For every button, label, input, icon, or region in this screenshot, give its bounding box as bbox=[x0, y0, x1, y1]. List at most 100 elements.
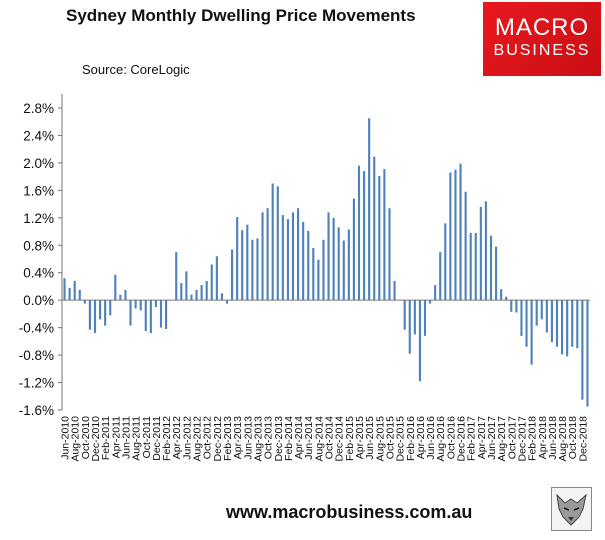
bar bbox=[119, 294, 122, 301]
bar bbox=[261, 212, 264, 301]
bar bbox=[266, 208, 269, 301]
bar bbox=[495, 246, 498, 301]
bar bbox=[134, 300, 137, 309]
bar bbox=[363, 171, 366, 301]
y-tick-label: -1.6% bbox=[19, 403, 54, 418]
bar bbox=[322, 239, 325, 301]
macrobusiness-logo: MACRO BUSINESS bbox=[483, 2, 601, 76]
x-tick-label: Oct-2010 bbox=[80, 416, 92, 459]
bar bbox=[195, 289, 198, 301]
x-tick-label: Feb-2016 bbox=[405, 416, 417, 461]
bar bbox=[500, 289, 503, 301]
x-tick-label: Aug-2013 bbox=[252, 416, 264, 462]
x-tick-label: Apr-2011 bbox=[110, 416, 122, 459]
bar bbox=[78, 289, 81, 301]
bar bbox=[332, 217, 335, 301]
x-tick-label: Dec-2012 bbox=[212, 416, 224, 462]
bar bbox=[566, 300, 569, 357]
bar bbox=[408, 300, 411, 354]
x-tick-label: Jun-2010 bbox=[60, 416, 72, 460]
bar bbox=[190, 294, 193, 301]
bar bbox=[434, 285, 437, 301]
website-url[interactable]: www.macrobusiness.com.au bbox=[226, 502, 473, 522]
x-tick-label: Feb-2013 bbox=[222, 416, 234, 461]
logo-line-1: MACRO bbox=[494, 14, 590, 41]
bar bbox=[205, 280, 208, 301]
x-tick-label: Feb-2011 bbox=[100, 416, 112, 460]
bar bbox=[383, 169, 386, 301]
y-tick-label: 2.4% bbox=[23, 128, 54, 143]
logo-line-2: BUSINESS bbox=[493, 42, 591, 59]
bar bbox=[342, 240, 345, 301]
bar bbox=[378, 175, 381, 301]
y-tick-label: 1.6% bbox=[23, 183, 54, 198]
bar bbox=[68, 287, 71, 301]
bar bbox=[200, 285, 203, 301]
y-tick-label: 1.2% bbox=[23, 211, 54, 226]
bar bbox=[231, 249, 234, 301]
bar bbox=[540, 300, 543, 320]
x-tick-label: Oct-2011 bbox=[141, 416, 153, 459]
x-tick-label: Dec-2017 bbox=[516, 416, 528, 462]
x-tick-label: Aug-2015 bbox=[374, 416, 386, 462]
x-tick-label: Feb-2018 bbox=[527, 416, 539, 461]
x-tick-label: Jun-2015 bbox=[364, 416, 376, 460]
x-tick-label: Apr-2016 bbox=[415, 416, 427, 459]
chart-title: Sydney Monthly Dwelling Price Movements bbox=[66, 6, 416, 25]
bar bbox=[236, 217, 239, 301]
y-tick-label: 0.0% bbox=[23, 293, 54, 308]
bar bbox=[73, 280, 76, 301]
x-tick-label: Feb-2015 bbox=[344, 416, 356, 461]
bar bbox=[555, 300, 559, 347]
bar bbox=[327, 212, 330, 301]
bar bbox=[175, 252, 178, 301]
bar bbox=[114, 274, 117, 301]
x-tick-label: Jun-2013 bbox=[242, 416, 254, 460]
y-tick-label: 2.0% bbox=[23, 156, 54, 171]
bar bbox=[515, 300, 518, 313]
bar bbox=[439, 252, 442, 301]
bar bbox=[413, 300, 416, 335]
x-tick-label: Jun-2014 bbox=[303, 416, 315, 460]
x-tick-label: Jun-2011 bbox=[120, 416, 132, 459]
bar bbox=[281, 215, 284, 301]
x-tick-label: Dec-2011 bbox=[151, 416, 163, 461]
bar bbox=[63, 278, 66, 301]
bar bbox=[317, 259, 320, 301]
bar bbox=[484, 201, 487, 301]
bar bbox=[510, 300, 513, 312]
bar bbox=[561, 300, 564, 355]
y-axis: 2.8% 2.4% 2.0% 1.6% 1.2% 0.8% 0.4% 0.0% -0.4% -0.… bbox=[19, 94, 63, 418]
y-tick-label: 2.8% bbox=[23, 101, 54, 116]
bar bbox=[347, 229, 350, 301]
bar bbox=[220, 293, 223, 301]
x-tick-label: Oct-2017 bbox=[506, 416, 518, 459]
bar bbox=[251, 239, 254, 301]
bar bbox=[154, 300, 157, 308]
bar bbox=[109, 300, 112, 316]
x-axis: Jun-2010Aug-2010Oct-2010Dec-2010Feb-2011… bbox=[60, 299, 590, 462]
x-tick-label: Aug-2016 bbox=[435, 416, 447, 462]
bar bbox=[210, 264, 213, 301]
x-tick-label: Oct-2018 bbox=[567, 416, 579, 459]
bar bbox=[99, 300, 102, 320]
bar bbox=[550, 300, 553, 343]
bar bbox=[423, 300, 427, 336]
bar bbox=[403, 300, 406, 330]
x-tick-label: Dec-2015 bbox=[395, 416, 407, 462]
bar bbox=[88, 300, 91, 330]
bar bbox=[576, 300, 579, 349]
x-tick-label: Apr-2015 bbox=[354, 416, 366, 459]
bar bbox=[104, 300, 107, 326]
bar bbox=[357, 165, 361, 301]
bar bbox=[302, 221, 305, 301]
bar bbox=[429, 300, 432, 304]
y-tick-label: -1.2% bbox=[19, 376, 54, 391]
bar bbox=[159, 300, 163, 328]
x-tick-label: Jun-2012 bbox=[181, 416, 193, 460]
bar bbox=[139, 300, 142, 311]
x-tick-label: Aug-2018 bbox=[557, 416, 569, 462]
bar bbox=[459, 163, 462, 301]
bar bbox=[479, 206, 482, 301]
bar bbox=[393, 280, 396, 301]
